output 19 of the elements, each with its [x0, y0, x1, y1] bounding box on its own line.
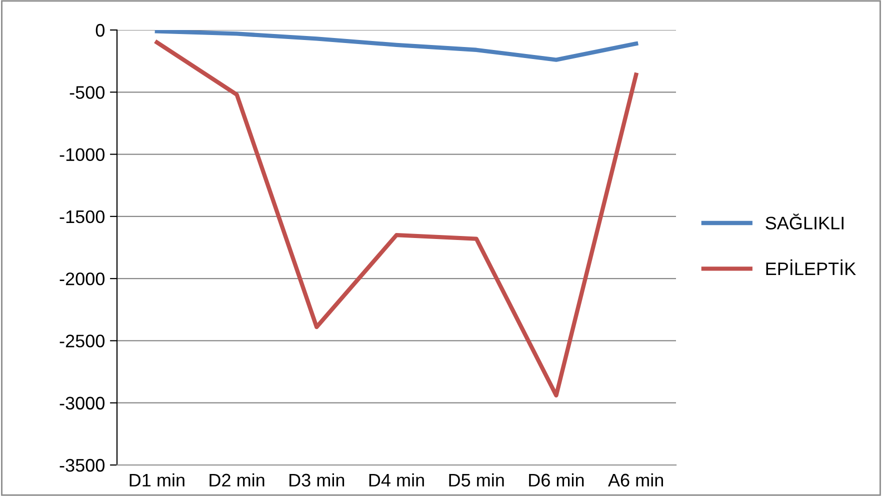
x-tick-label: A6 min: [608, 473, 663, 487]
x-tick-label: D4 min: [369, 473, 424, 486]
x-tick-label: D2 min: [210, 473, 264, 486]
y-tick-label: -3000: [60, 396, 104, 410]
x-tick-label: D1 min: [130, 473, 184, 486]
y-tick-label: -2000: [60, 272, 104, 286]
legend-label: SAĞLIKLI: [766, 214, 844, 230]
x-tick-label: D5 min: [449, 473, 504, 487]
y-tick-label: -2500: [60, 334, 104, 348]
y-tick-label: -3500: [60, 458, 104, 472]
line-series: [154, 30, 638, 62]
line-series: [154, 40, 638, 398]
x-tick-label: D3 min: [290, 473, 344, 487]
legend-label: EPİLEPTİK: [766, 259, 856, 276]
x-tick-label: D6 min: [529, 473, 584, 487]
y-tick-label: 0: [96, 24, 104, 37]
y-tick-label: -1000: [60, 148, 104, 162]
y-tick-label: -1500: [60, 210, 104, 224]
y-tick-label: -500: [70, 86, 104, 99]
